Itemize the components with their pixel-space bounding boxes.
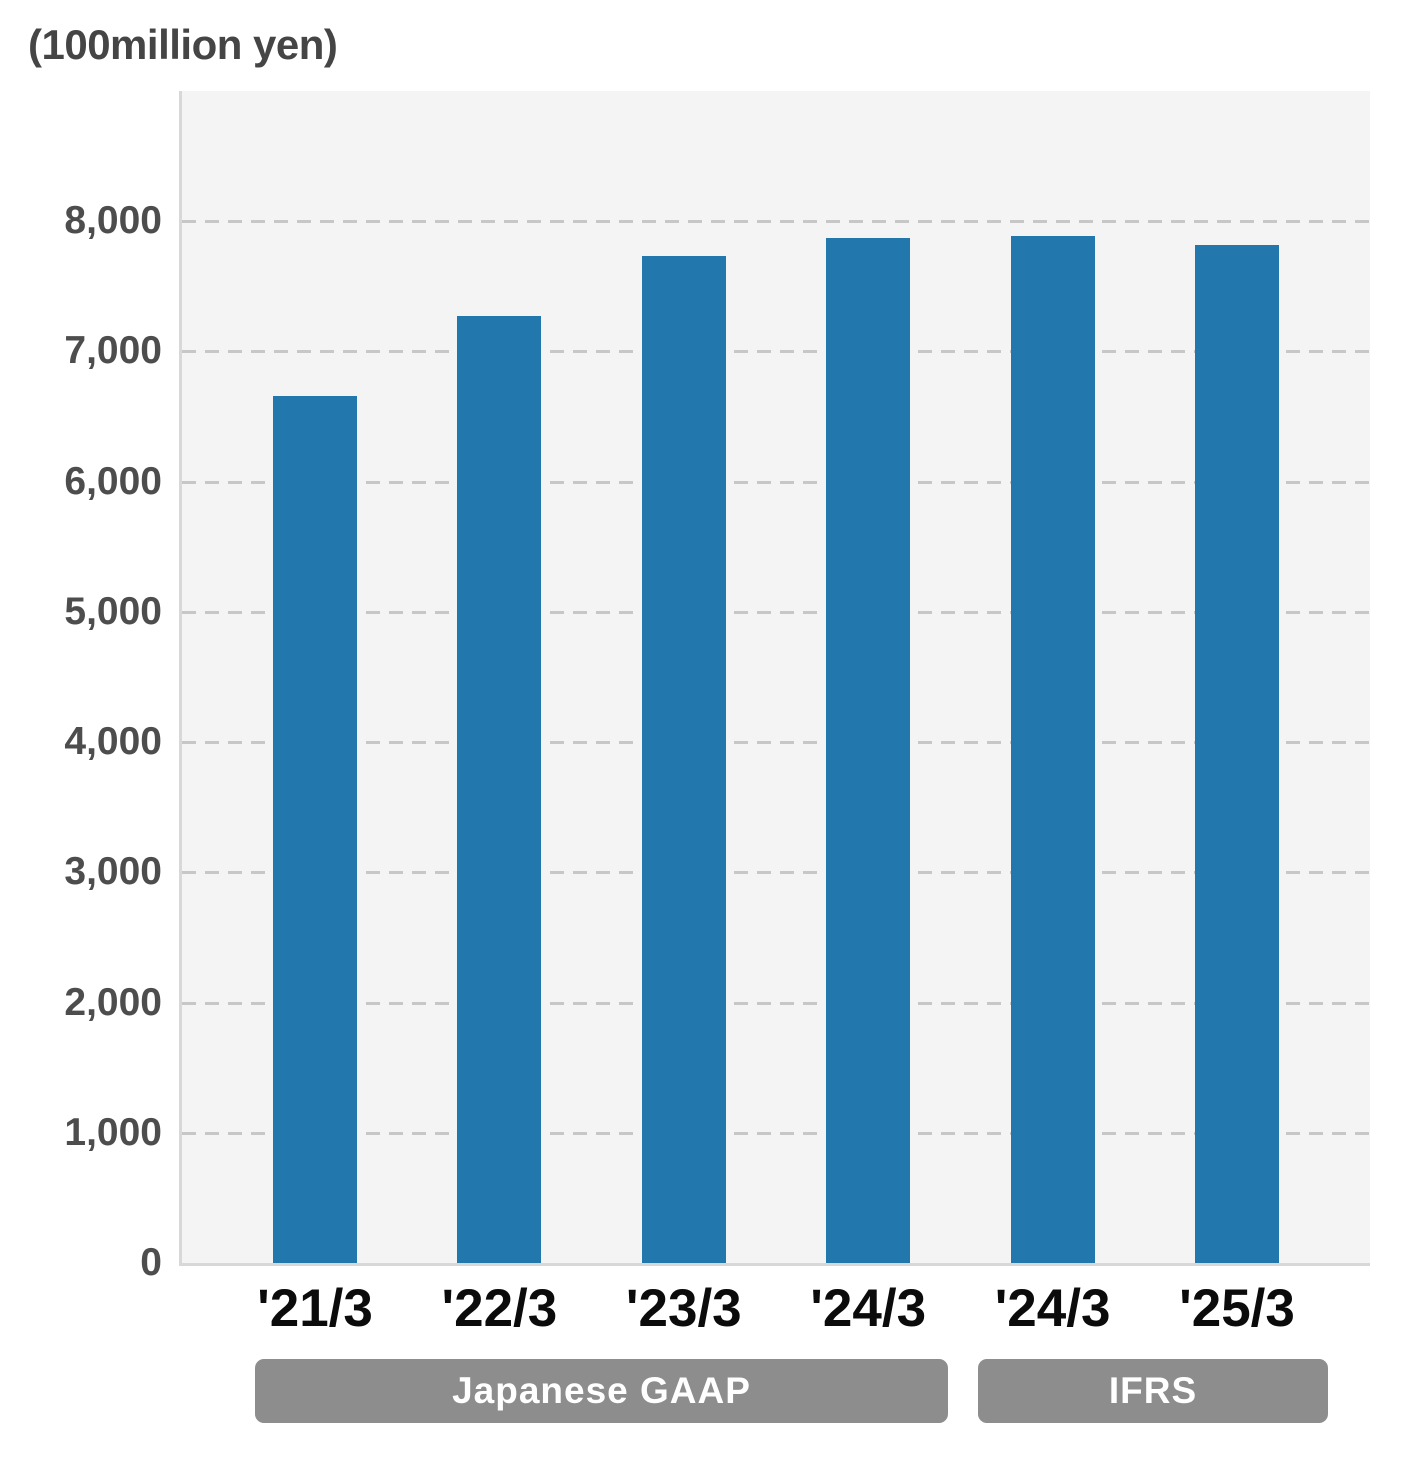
y-axis-tick-label: 8,000: [64, 199, 162, 243]
bar-6-253: [1195, 244, 1279, 1263]
x-axis-tick-label: '24/3: [994, 1279, 1111, 1338]
group-badge-ifrs: IFRS: [978, 1359, 1328, 1423]
y-axis-tick-label: 0: [140, 1241, 162, 1284]
y-axis-line: [179, 91, 182, 1266]
y-axis-tick-label: 6,000: [64, 459, 162, 503]
y-axis-tick-label: 1,000: [64, 1110, 162, 1154]
gridline-2000: [182, 1001, 1370, 1005]
gridline-4000: [182, 741, 1370, 745]
gridline-5000: [182, 610, 1370, 614]
plot-area: [182, 91, 1370, 1263]
x-axis-line: [179, 1263, 1370, 1266]
x-axis-tick-label: '23/3: [625, 1279, 742, 1338]
y-axis-tick-label: 4,000: [64, 720, 162, 764]
x-axis-tick-label: '25/3: [1179, 1279, 1295, 1338]
y-axis-tick-label: 7,000: [64, 329, 162, 373]
gridline-6000: [182, 480, 1370, 484]
x-axis-tick-label: '24/3: [810, 1279, 927, 1338]
y-axis-tick-label: 3,000: [64, 850, 162, 894]
group-badge-japanese-gaap: Japanese GAAP: [255, 1359, 948, 1423]
bar-1-213: [273, 395, 357, 1263]
y-axis-tick-label: 5,000: [64, 589, 162, 633]
gridline-7000: [182, 350, 1370, 354]
chart-unit-title: (100million yen): [28, 21, 338, 68]
bar-2-223: [457, 316, 542, 1263]
x-axis-tick-label: '21/3: [257, 1279, 373, 1338]
bar-4-243: [826, 238, 911, 1263]
gridline-3000: [182, 871, 1370, 875]
gridline-1000: [182, 1131, 1370, 1135]
bar-5-243: [1010, 235, 1095, 1263]
bar-3-233: [641, 256, 726, 1263]
y-axis-tick-label: 2,000: [64, 980, 162, 1024]
gridline-8000: [182, 220, 1370, 224]
x-axis-tick-label: '22/3: [441, 1279, 558, 1338]
